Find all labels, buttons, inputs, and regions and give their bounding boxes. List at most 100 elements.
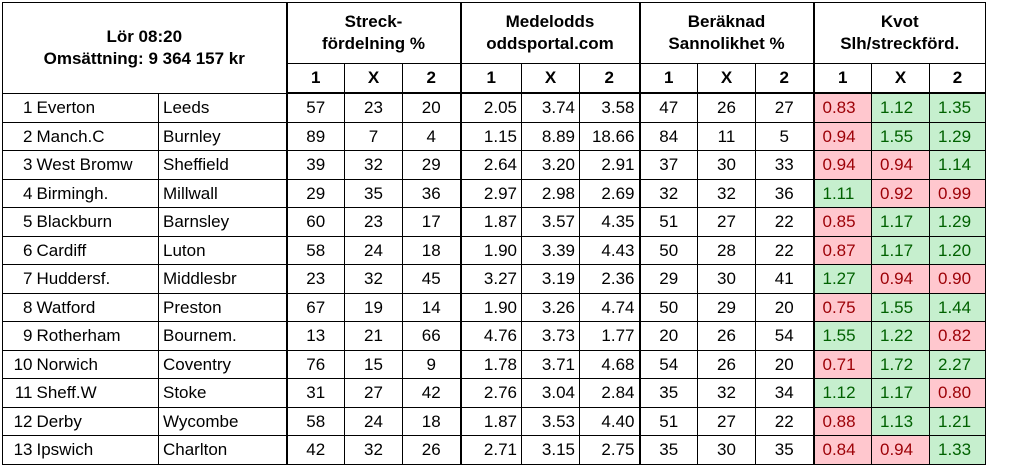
prob-value: 22 bbox=[755, 207, 814, 237]
kvot-value: 1.29 bbox=[929, 121, 986, 151]
prob-value: 20 bbox=[638, 321, 698, 351]
prob-value: 35 bbox=[638, 435, 698, 465]
away-team: Stoke bbox=[158, 378, 287, 408]
streck-value: 20 bbox=[402, 92, 461, 123]
kvot-value: 1.14 bbox=[929, 150, 986, 180]
table-row: 13 Ipswich Charlton 42 32 26 2.71 3.15 2.75 35 30 3… bbox=[2, 435, 986, 465]
prob-value: 27 bbox=[755, 92, 814, 123]
prob-value: 37 bbox=[638, 150, 698, 180]
streck-value: 21 bbox=[344, 321, 403, 351]
odds-value: 3.19 bbox=[521, 264, 580, 294]
kvot-value: 1.12 bbox=[871, 92, 930, 123]
odds-value: 1.90 bbox=[459, 235, 522, 265]
prob-value: 20 bbox=[755, 292, 814, 322]
streck-value: 39 bbox=[285, 150, 345, 180]
odds-value: 4.35 bbox=[579, 207, 640, 237]
kvot-sub-label: 1 bbox=[812, 63, 872, 94]
odds-header: Medelodds oddsportal.com bbox=[459, 2, 640, 64]
away-team: Preston bbox=[158, 292, 287, 322]
kvot-value: 0.90 bbox=[929, 264, 986, 294]
table-row: 12 Derby Wycombe 58 24 18 1.87 3.53 4.40 51 27 22 0.… bbox=[2, 406, 986, 436]
home-team: Ipswich bbox=[34, 435, 159, 465]
away-team: Coventry bbox=[158, 349, 287, 379]
odds-value: 18.66 bbox=[579, 121, 640, 151]
odds-value: 2.64 bbox=[459, 150, 522, 180]
row-number: 9 bbox=[2, 321, 35, 351]
away-team: Barnsley bbox=[158, 207, 287, 237]
odds-value: 4.68 bbox=[579, 349, 640, 379]
odds-table: Lör 08:20 Omsättning: 9 364 157 kr Strec… bbox=[2, 2, 986, 465]
prob-value: 30 bbox=[697, 264, 756, 294]
prob-value: 50 bbox=[638, 235, 698, 265]
streck-value: 42 bbox=[285, 435, 345, 465]
kvot-value: 0.94 bbox=[812, 150, 872, 180]
home-team: Norwich bbox=[34, 349, 159, 379]
odds-value: 2.71 bbox=[459, 435, 522, 465]
home-team: Huddersf. bbox=[34, 264, 159, 294]
prob-value: 27 bbox=[697, 406, 756, 436]
prob-sub-label: 2 bbox=[755, 63, 814, 94]
table-row: 5 Blackburn Barnsley 60 23 17 1.87 3.57 4.35 51 27… bbox=[2, 207, 986, 237]
home-team: Cardiff bbox=[34, 235, 159, 265]
streck-value: 32 bbox=[344, 435, 403, 465]
odds-sub-label: 1 bbox=[459, 63, 522, 94]
kvot-value: 0.80 bbox=[929, 378, 986, 408]
table-row: 6 Cardiff Luton 58 24 18 1.90 3.39 4.43 50 28 22 0.8… bbox=[2, 235, 986, 265]
streck-value: 60 bbox=[285, 207, 345, 237]
streck-value: 7 bbox=[344, 121, 403, 151]
prob-value: 32 bbox=[697, 178, 756, 208]
streck-value: 23 bbox=[344, 207, 403, 237]
odds-value: 4.43 bbox=[579, 235, 640, 265]
kvot-value: 1.44 bbox=[929, 292, 986, 322]
odds-value: 2.84 bbox=[579, 378, 640, 408]
home-team: Birmingh. bbox=[34, 178, 159, 208]
streck-value: 17 bbox=[402, 207, 461, 237]
odds-sub-label: 2 bbox=[579, 63, 640, 94]
odds-value: 3.04 bbox=[521, 378, 580, 408]
prob-value: 54 bbox=[638, 349, 698, 379]
streck-value: 24 bbox=[344, 235, 403, 265]
time-label: Lör 08:20 bbox=[106, 26, 183, 46]
home-team: Derby bbox=[34, 406, 159, 436]
away-team: Wycombe bbox=[158, 406, 287, 436]
row-number: 3 bbox=[2, 150, 35, 180]
odds-value: 1.87 bbox=[459, 207, 522, 237]
streck-value: 58 bbox=[285, 235, 345, 265]
kvot-value: 0.71 bbox=[812, 349, 872, 379]
kvot-value: 1.17 bbox=[871, 378, 930, 408]
odds-value: 4.76 bbox=[459, 321, 522, 351]
streck-header: Streck- fördelning % bbox=[285, 2, 461, 64]
row-number: 12 bbox=[2, 406, 35, 436]
odds-value: 2.98 bbox=[521, 178, 580, 208]
kvot-header: Kvot Slh/streckförd. bbox=[812, 2, 986, 64]
odds-value: 1.77 bbox=[579, 321, 640, 351]
streck-header-line2: fördelning % bbox=[322, 34, 425, 53]
home-team: Blackburn bbox=[34, 207, 159, 237]
odds-value: 2.75 bbox=[579, 435, 640, 465]
streck-value: 24 bbox=[344, 406, 403, 436]
kvot-value: 0.83 bbox=[812, 92, 872, 123]
kvot-value: 0.82 bbox=[929, 321, 986, 351]
odds-header-line1: Medelodds bbox=[505, 12, 595, 31]
kvot-value: 1.55 bbox=[871, 121, 930, 151]
odds-value: 3.73 bbox=[521, 321, 580, 351]
streck-value: 58 bbox=[285, 406, 345, 436]
home-team: Manch.C bbox=[34, 121, 159, 151]
prob-value: 26 bbox=[697, 321, 756, 351]
kvot-value: 0.94 bbox=[812, 121, 872, 151]
away-team: Leeds bbox=[158, 92, 287, 123]
table-row: 3 West Bromw Sheffield 39 32 29 2.64 3.20 2.91 37… bbox=[2, 150, 986, 180]
away-team: Burnley bbox=[158, 121, 287, 151]
odds-value: 3.74 bbox=[521, 92, 580, 123]
prob-sub-label: 1 bbox=[638, 63, 698, 94]
kvot-value: 1.11 bbox=[812, 178, 872, 208]
streck-value: 31 bbox=[285, 378, 345, 408]
kvot-value: 1.17 bbox=[871, 207, 930, 237]
prob-sub-label: X bbox=[697, 63, 756, 94]
streck-value: 13 bbox=[285, 321, 345, 351]
odds-value: 1.78 bbox=[459, 349, 522, 379]
kvot-value: 0.84 bbox=[812, 435, 872, 465]
kvot-value: 1.55 bbox=[812, 321, 872, 351]
odds-value: 2.69 bbox=[579, 178, 640, 208]
streck-value: 4 bbox=[402, 121, 461, 151]
